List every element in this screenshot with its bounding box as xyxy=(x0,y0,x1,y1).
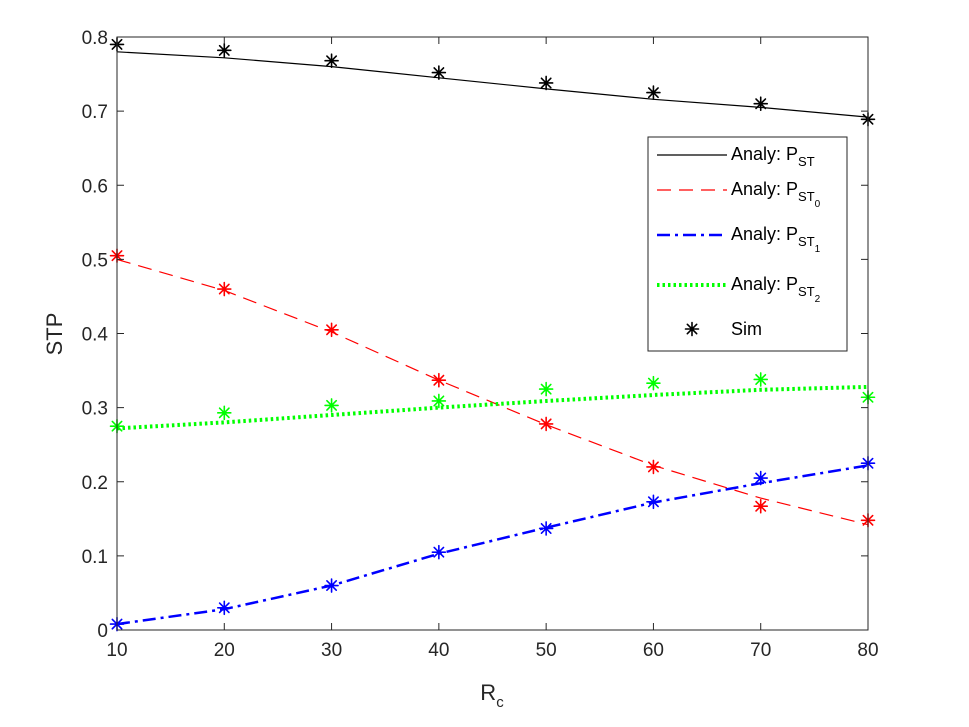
sim-marker-0-5 xyxy=(646,85,661,100)
y-tick-label-0: 0 xyxy=(97,621,108,642)
y-tick-label-1: 0.1 xyxy=(82,547,108,568)
x-tick-label-2: 30 xyxy=(321,640,342,661)
series-line-0 xyxy=(116,51,869,118)
sim-marker-3-3 xyxy=(431,393,447,409)
sim-marker-0-2 xyxy=(324,53,339,69)
x-tick-label-4: 50 xyxy=(536,640,557,661)
x-tick-label-0: 10 xyxy=(106,640,127,661)
y-tick-label-7: 0.7 xyxy=(82,102,108,123)
sim-marker-2-4 xyxy=(538,521,554,536)
sim-marker-1-1 xyxy=(216,281,232,297)
y-tick-labels: 0 0.1 0.2 0.3 0.4 0.5 0.6 0.7 0.8 xyxy=(82,28,109,642)
sim-marker-3-1 xyxy=(216,405,232,421)
legend-label-1: Analy: PST0 xyxy=(731,179,821,210)
legend-box xyxy=(647,136,848,352)
sim-marker-3-5 xyxy=(646,375,661,391)
legend-items: Analy: PST Analy: PST0 Analy: PST1 Analy: P… xyxy=(657,144,821,339)
x-axis-title-sub: c xyxy=(496,694,504,711)
sim-marker-3-4 xyxy=(538,381,554,397)
sim-marker-0-6 xyxy=(753,96,769,112)
legend-sim-marker xyxy=(684,321,700,337)
sim-marker-3-6 xyxy=(753,372,769,387)
sim-marker-0-3 xyxy=(431,65,447,80)
sim-marker-2-3 xyxy=(431,544,447,560)
legend-label-0: Analy: PST xyxy=(731,144,815,169)
sim-marker-1-4 xyxy=(538,416,554,432)
y-tick-label-2: 0.2 xyxy=(82,473,108,494)
legend-label-3: Analy: PST2 xyxy=(731,274,821,305)
sim-marker-3-2 xyxy=(324,398,339,413)
y-tick-label-8: 0.8 xyxy=(82,28,108,49)
sim-marker-2-6 xyxy=(753,470,769,486)
axes-layer xyxy=(116,36,869,631)
x-tick-label-5: 60 xyxy=(643,640,664,661)
sim-marker-2-5 xyxy=(646,494,661,510)
x-tick-labels: 10 20 30 40 50 60 70 80 xyxy=(106,640,878,661)
y-tick-label-5: 0.5 xyxy=(82,250,108,271)
legend-label-2: Analy: PST1 xyxy=(731,224,821,255)
sim-marker-1-5 xyxy=(646,459,661,475)
legend-label-sim: Sim xyxy=(731,319,762,339)
y-tick-label-6: 0.6 xyxy=(82,176,108,197)
sim-marker-1-2 xyxy=(324,322,339,338)
legend: Analy: PST Analy: PST0 Analy: PST1 Analy: P… xyxy=(647,136,848,352)
sim-marker-0-4 xyxy=(538,75,554,91)
y-tick-label-3: 0.3 xyxy=(82,399,108,420)
sim-marker-2-2 xyxy=(324,578,339,593)
y-tick-label-4: 0.4 xyxy=(82,325,109,346)
y-axis-title: STP xyxy=(42,313,67,356)
sim-marker-2-1 xyxy=(216,600,232,616)
x-tick-label-1: 20 xyxy=(214,640,235,661)
sim-marker-1-6 xyxy=(753,498,769,514)
x-axis-title: Rc xyxy=(480,680,504,711)
x-tick-label-6: 70 xyxy=(750,640,771,661)
sim-marker-1-3 xyxy=(431,372,447,388)
x-tick-label-3: 40 xyxy=(428,640,449,661)
series-line-3 xyxy=(116,384,869,431)
x-tick-label-7: 80 xyxy=(857,640,878,661)
sim-marker-0-1 xyxy=(216,43,232,58)
